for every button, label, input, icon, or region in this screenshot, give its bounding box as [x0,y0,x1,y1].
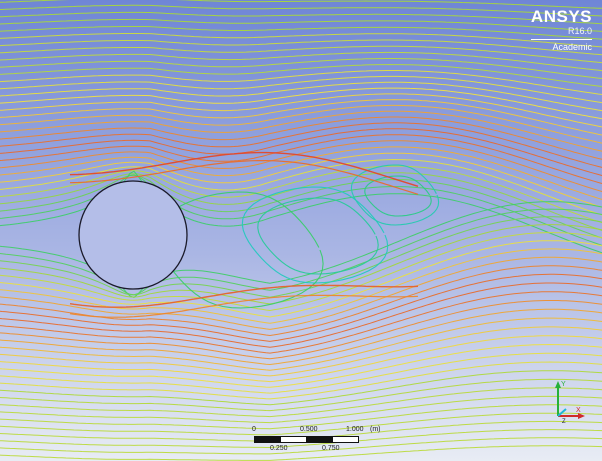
streamline [69,284,419,308]
streamline [0,273,602,342]
streamline [0,104,602,144]
streamline [0,174,602,239]
scale-segment-3 [306,436,333,443]
streamline [0,437,602,455]
streamline [69,160,419,195]
scale-label-0750: 0.750 [322,445,340,452]
axis-triad: Y X Z [555,381,585,425]
streamline [0,122,602,168]
streamline [0,128,602,177]
streamline [0,75,602,104]
streamline [0,248,602,324]
triad-y-label: Y [561,381,566,388]
scale-unit: (m) [370,426,381,433]
streamline [0,240,602,318]
streamline [0,224,602,305]
triad-z-label: Z [562,419,566,425]
scale-label-0250: 0.250 [270,445,288,452]
streamline [69,151,419,187]
brand-version: R16.0 [567,26,592,36]
streamline [0,335,602,383]
streamline [257,197,379,275]
streamline [364,175,432,217]
streamline [69,294,419,318]
streamline [0,395,602,424]
streamline [0,33,602,48]
streamline [0,308,602,366]
streamline [0,0,602,9]
triad-x-label: X [576,407,581,414]
streamline [0,282,602,348]
streamline [0,256,602,330]
scale-segment-4 [332,436,359,443]
ansys-logo: ANSYS R16.0 Academic [530,7,592,53]
streamline [0,378,602,412]
streamline [0,81,602,112]
streamline [0,404,602,430]
brand-name: ANSYS [530,7,592,26]
streamline [0,93,602,128]
streamline [0,232,602,312]
scale-bar: 0 0.500 1.000 (m) 0.250 0.750 [252,426,412,456]
scale-label-0: 0 [252,426,256,433]
streamline [0,317,602,371]
streamline [0,387,602,418]
streamline [0,429,602,448]
streamline [350,164,440,226]
cylinder-obstacle [78,180,188,290]
streamline [0,326,602,377]
streamline [0,18,602,32]
streamline [0,70,602,96]
streamline [0,291,602,354]
streamline [0,45,602,64]
scale-label-0500: 0.500 [300,426,318,433]
streamline [0,39,602,56]
streamline [0,152,602,208]
license-label: Academic [530,39,592,53]
streamline [0,361,602,400]
streamline [0,146,602,200]
streamline [0,63,602,88]
scale-segment-2 [280,436,307,443]
streamline [0,343,602,388]
streamline [0,51,602,72]
streamline [0,445,602,461]
streamline [0,4,602,17]
streamline [0,87,602,120]
streamline [0,165,602,224]
streamline [0,116,602,160]
streamline [0,140,602,193]
streamline [0,99,602,136]
streamline [0,11,602,25]
streamline [0,300,602,360]
streamline [0,26,602,40]
streamline [0,110,602,152]
streamline [0,412,602,436]
streamline [0,58,602,80]
streamline [0,352,602,394]
streamline [0,134,602,185]
scale-label-1000: 1.000 [346,426,364,433]
streamline [0,370,602,406]
scale-segment-1 [254,436,281,443]
streamline [241,186,389,284]
streamline [0,216,602,298]
